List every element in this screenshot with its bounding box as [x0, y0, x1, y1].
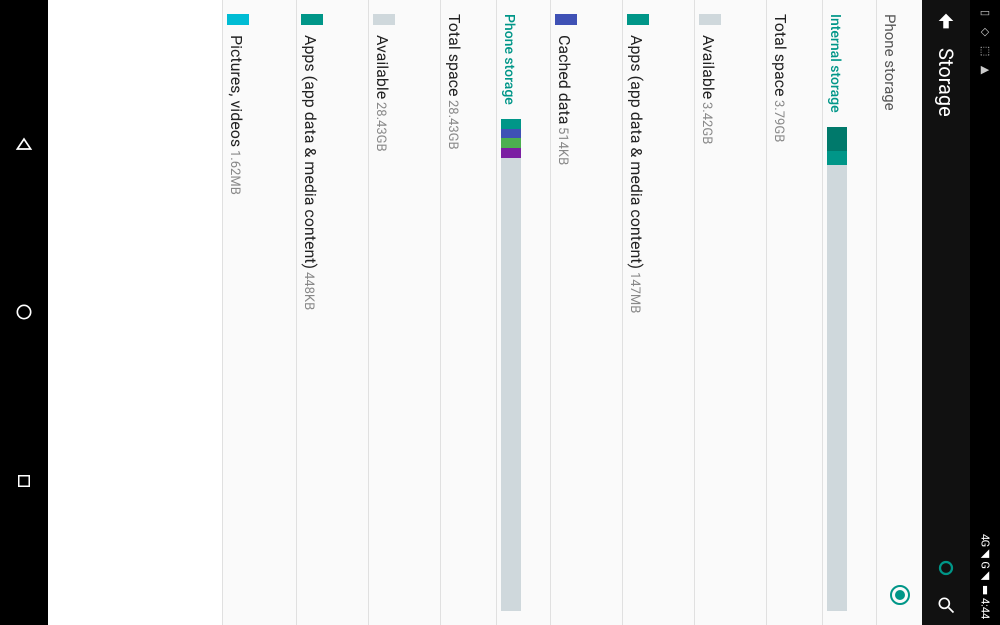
phone-pictures-row[interactable]: Pictures, videos 1.62MB [222, 0, 296, 625]
storage-header-row[interactable]: Phone storage [876, 0, 922, 625]
internal-storage-title: Internal storage [827, 14, 843, 113]
item-label: Cached data [555, 35, 574, 124]
color-swatch [699, 14, 721, 25]
storage-header-label: Phone storage [881, 14, 899, 111]
phone-apps-row[interactable]: Apps (app data & media content) 448KB [296, 0, 368, 625]
phone-storage-usage-bar [501, 119, 521, 611]
refresh-icon[interactable] [937, 559, 955, 577]
item-label: Apps (app data & media content) [301, 35, 320, 269]
status-notification-icons: ▭ ◇ ⬚ ▶ [979, 6, 992, 76]
color-swatch [227, 14, 249, 25]
item-value: 514KB [555, 127, 570, 165]
status-icon: ◇ [979, 25, 992, 38]
item-label: Total space [771, 14, 790, 97]
app-bar: Storage [922, 0, 970, 625]
content-filler [48, 0, 222, 625]
item-label: Total space [445, 14, 464, 97]
status-system-icons: 4G◢ G◢ ▮ 4:44 [979, 534, 992, 619]
nav-recents-icon[interactable] [12, 469, 36, 493]
color-swatch [301, 14, 323, 25]
internal-available-row[interactable]: Available 3.42GB [694, 0, 766, 625]
default-write-radio[interactable] [890, 585, 910, 605]
item-label: Apps (app data & media content) [627, 35, 646, 269]
item-label: Pictures, videos [227, 35, 246, 147]
back-arrow-icon[interactable] [935, 10, 957, 32]
status-clock: 4:44 [979, 598, 992, 619]
item-value: 147MB [627, 272, 642, 313]
nav-back-icon[interactable] [12, 132, 36, 156]
internal-apps-row[interactable]: Apps (app data & media content) 147MB [622, 0, 694, 625]
phone-storage-title: Phone storage [501, 14, 517, 105]
internal-storage-section[interactable]: Internal storage [822, 0, 876, 625]
item-label: Available [373, 35, 392, 99]
color-swatch [627, 14, 649, 25]
item-value: 1.62MB [227, 150, 242, 195]
color-swatch [555, 14, 577, 25]
internal-total-row: Total space 3.79GB [766, 0, 822, 625]
internal-cached-row[interactable]: Cached data 514KB [550, 0, 622, 625]
status-signal: 4G◢ G◢ ▮ [979, 534, 992, 596]
status-icon: ▶ [979, 63, 992, 76]
nav-home-icon[interactable] [12, 300, 36, 324]
item-value: 28.43GB [445, 100, 460, 150]
item-value: 448KB [301, 272, 316, 310]
android-nav-bar [0, 0, 48, 625]
search-icon[interactable] [936, 595, 956, 615]
app-bar-title: Storage [934, 48, 958, 117]
android-status-bar: ▭ ◇ ⬚ ▶ 4G◢ G◢ ▮ 4:44 [970, 0, 1000, 625]
status-icon: ⬚ [979, 44, 992, 57]
storage-content: Phone storage Internal storage Total spa… [48, 0, 922, 625]
item-value: 3.42GB [699, 102, 714, 144]
phone-available-row[interactable]: Available 28.43GB [368, 0, 440, 625]
color-swatch [373, 14, 395, 25]
item-value: 3.79GB [771, 100, 786, 142]
status-icon: ▭ [979, 6, 992, 19]
item-value: 28.43GB [373, 102, 388, 152]
phone-storage-section[interactable]: Phone storage [496, 0, 550, 625]
phone-total-row: Total space 28.43GB [440, 0, 496, 625]
item-label: Available [699, 35, 718, 99]
internal-storage-usage-bar [827, 127, 847, 611]
